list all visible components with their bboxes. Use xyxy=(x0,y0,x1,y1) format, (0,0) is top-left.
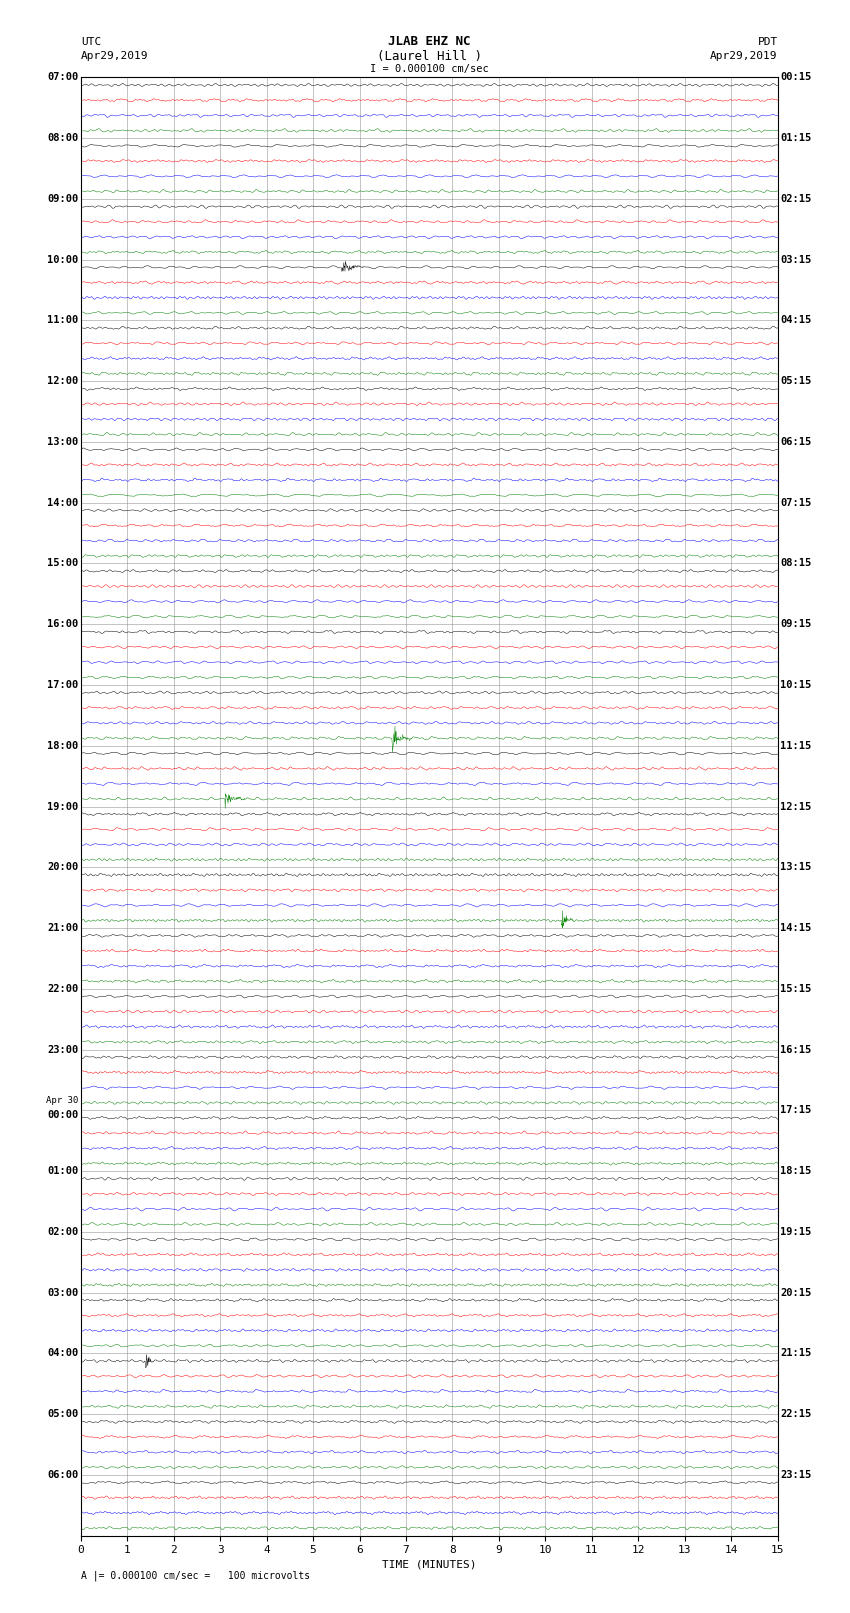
Text: Apr29,2019: Apr29,2019 xyxy=(81,52,148,61)
Text: 20:00: 20:00 xyxy=(47,863,78,873)
Text: 14:15: 14:15 xyxy=(780,923,812,932)
Text: 05:15: 05:15 xyxy=(780,376,812,386)
Text: A |= 0.000100 cm/sec =   100 microvolts: A |= 0.000100 cm/sec = 100 microvolts xyxy=(81,1571,310,1581)
Text: I = 0.000100 cm/sec: I = 0.000100 cm/sec xyxy=(370,65,489,74)
Text: 07:00: 07:00 xyxy=(47,73,78,82)
Text: 09:00: 09:00 xyxy=(47,194,78,203)
Text: 02:00: 02:00 xyxy=(47,1227,78,1237)
Text: 14:00: 14:00 xyxy=(47,498,78,508)
Text: 19:00: 19:00 xyxy=(47,802,78,811)
Text: 22:00: 22:00 xyxy=(47,984,78,994)
Text: 03:00: 03:00 xyxy=(47,1287,78,1297)
Text: 02:15: 02:15 xyxy=(780,194,812,203)
Text: 18:15: 18:15 xyxy=(780,1166,812,1176)
Text: 07:15: 07:15 xyxy=(780,498,812,508)
Text: 22:15: 22:15 xyxy=(780,1410,812,1419)
Text: 15:15: 15:15 xyxy=(780,984,812,994)
Text: 04:15: 04:15 xyxy=(780,316,812,326)
Text: 23:15: 23:15 xyxy=(780,1469,812,1479)
Text: 08:15: 08:15 xyxy=(780,558,812,568)
Text: 09:15: 09:15 xyxy=(780,619,812,629)
Text: 17:15: 17:15 xyxy=(780,1105,812,1115)
Text: Apr 30: Apr 30 xyxy=(46,1097,78,1105)
Text: 21:00: 21:00 xyxy=(47,923,78,932)
Text: JLAB EHZ NC: JLAB EHZ NC xyxy=(388,35,471,48)
Text: 16:15: 16:15 xyxy=(780,1045,812,1055)
Text: 05:00: 05:00 xyxy=(47,1410,78,1419)
Text: UTC: UTC xyxy=(81,37,101,47)
Text: 01:15: 01:15 xyxy=(780,134,812,144)
Text: 16:00: 16:00 xyxy=(47,619,78,629)
Text: 13:00: 13:00 xyxy=(47,437,78,447)
Text: 06:15: 06:15 xyxy=(780,437,812,447)
Text: 18:00: 18:00 xyxy=(47,740,78,750)
Text: 15:00: 15:00 xyxy=(47,558,78,568)
Text: 21:15: 21:15 xyxy=(780,1348,812,1358)
Text: 00:00: 00:00 xyxy=(47,1110,78,1121)
Text: 12:15: 12:15 xyxy=(780,802,812,811)
Text: 13:15: 13:15 xyxy=(780,863,812,873)
Text: 01:00: 01:00 xyxy=(47,1166,78,1176)
Text: 11:00: 11:00 xyxy=(47,316,78,326)
Text: 17:00: 17:00 xyxy=(47,681,78,690)
Text: 23:00: 23:00 xyxy=(47,1045,78,1055)
Text: 11:15: 11:15 xyxy=(780,740,812,750)
Text: 10:15: 10:15 xyxy=(780,681,812,690)
Text: 04:00: 04:00 xyxy=(47,1348,78,1358)
Text: 20:15: 20:15 xyxy=(780,1287,812,1297)
Text: 03:15: 03:15 xyxy=(780,255,812,265)
Text: 19:15: 19:15 xyxy=(780,1227,812,1237)
Text: 10:00: 10:00 xyxy=(47,255,78,265)
Text: Apr29,2019: Apr29,2019 xyxy=(711,52,778,61)
Text: (Laurel Hill ): (Laurel Hill ) xyxy=(377,50,482,63)
X-axis label: TIME (MINUTES): TIME (MINUTES) xyxy=(382,1560,477,1569)
Text: 08:00: 08:00 xyxy=(47,134,78,144)
Text: 00:15: 00:15 xyxy=(780,73,812,82)
Text: 06:00: 06:00 xyxy=(47,1469,78,1479)
Text: PDT: PDT xyxy=(757,37,778,47)
Text: 12:00: 12:00 xyxy=(47,376,78,386)
